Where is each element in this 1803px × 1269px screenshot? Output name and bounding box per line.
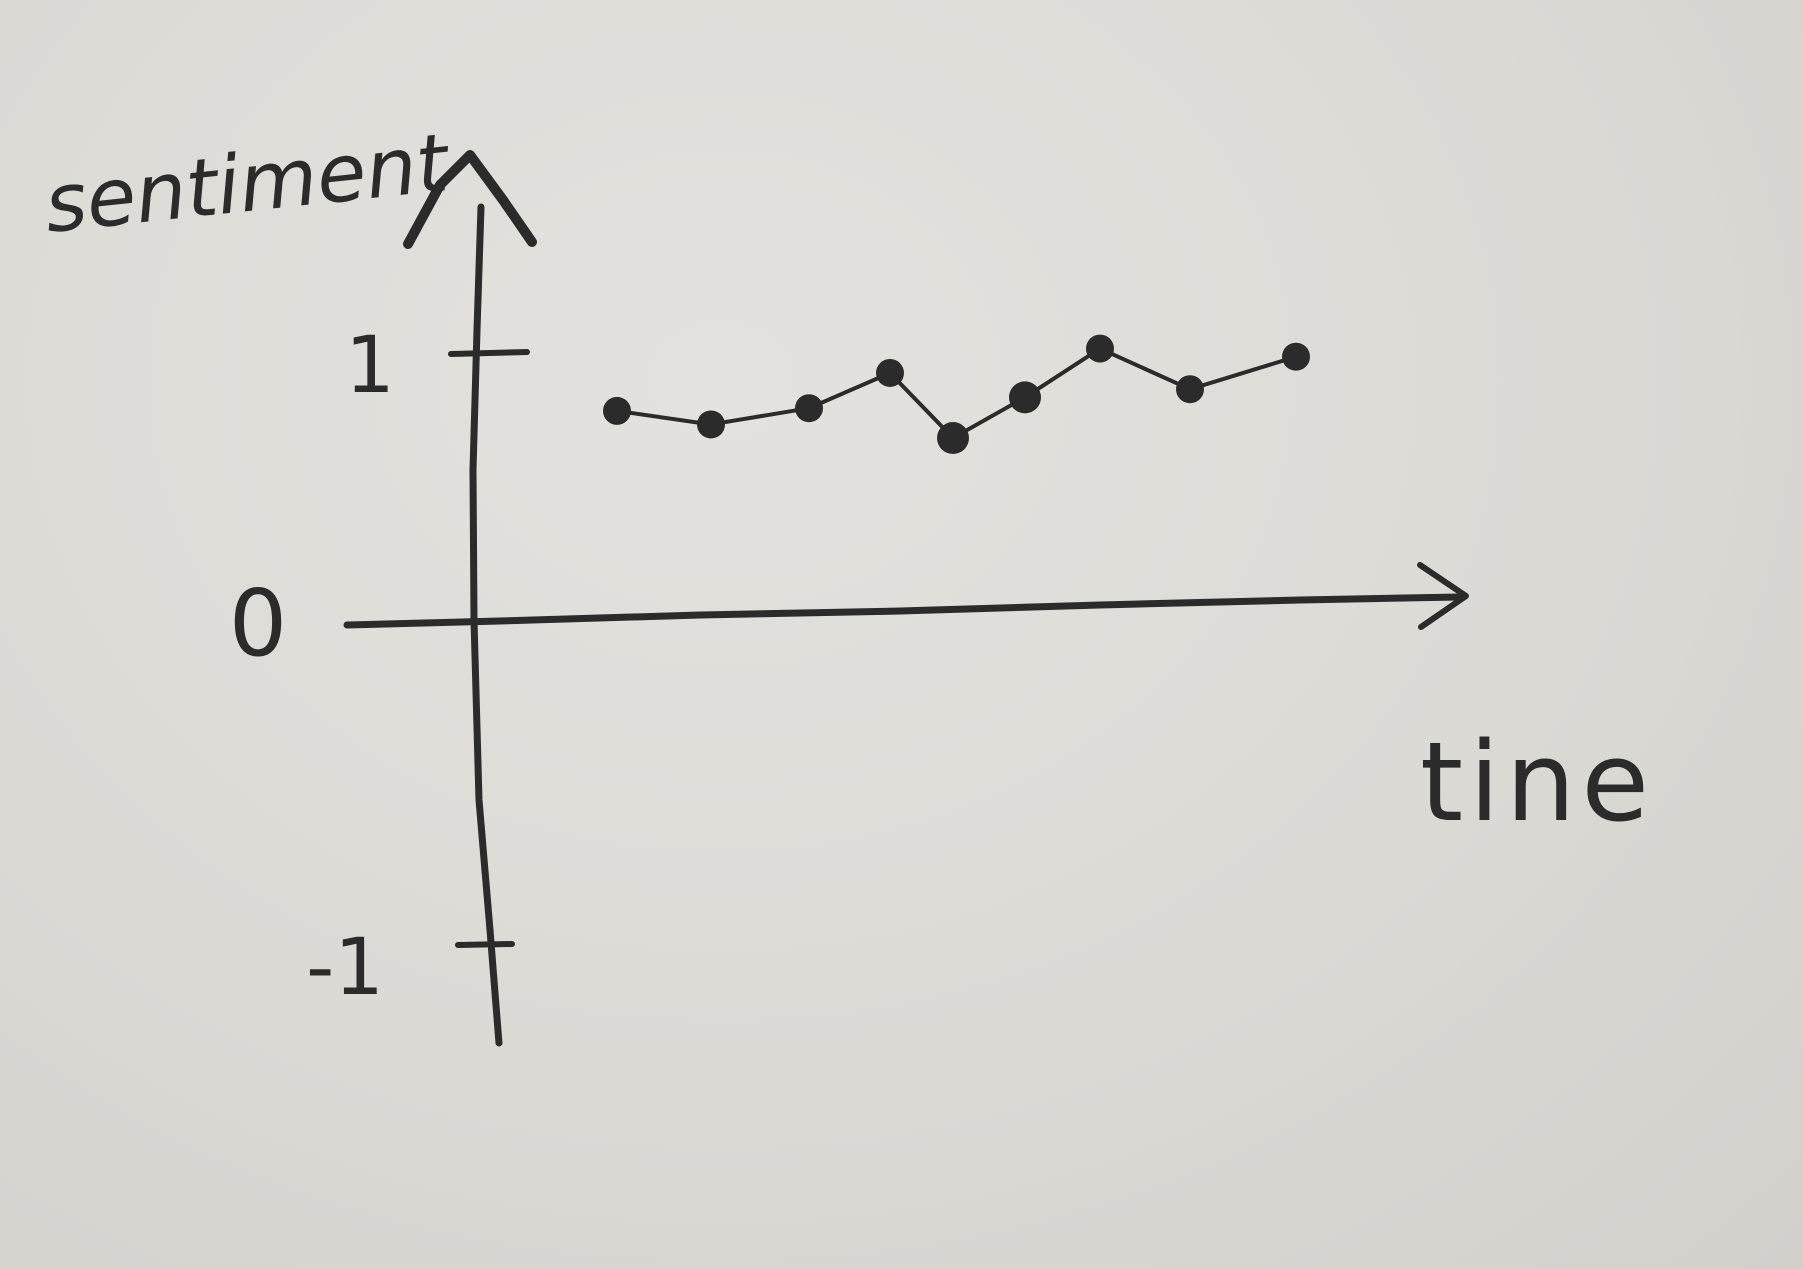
x-axis <box>343 593 1464 629</box>
data-point-6 <box>1009 381 1041 414</box>
data-point-8 <box>1176 375 1204 404</box>
data-point-5 <box>937 422 969 455</box>
y-tick-1 <box>448 349 530 357</box>
y-axis-arrowhead <box>403 150 537 249</box>
x-axis-arrowhead <box>1417 562 1469 630</box>
series-line-group <box>603 334 1310 455</box>
data-point-4 <box>876 358 904 387</box>
y-tick-label-1: 1 <box>345 321 395 411</box>
data-point-3 <box>795 394 823 423</box>
data-point-1 <box>603 396 631 425</box>
data-point-2 <box>697 410 725 439</box>
y-tick-minus-1 <box>455 941 515 948</box>
y-axis-label: sentiment <box>40 116 455 251</box>
y-tick-label-minus-1: -1 <box>306 923 384 1013</box>
data-point-9 <box>1282 342 1310 371</box>
data-point-7 <box>1086 334 1114 363</box>
x-axis-label: tine <box>1420 718 1655 846</box>
y-tick-label-0: 0 <box>229 570 288 677</box>
